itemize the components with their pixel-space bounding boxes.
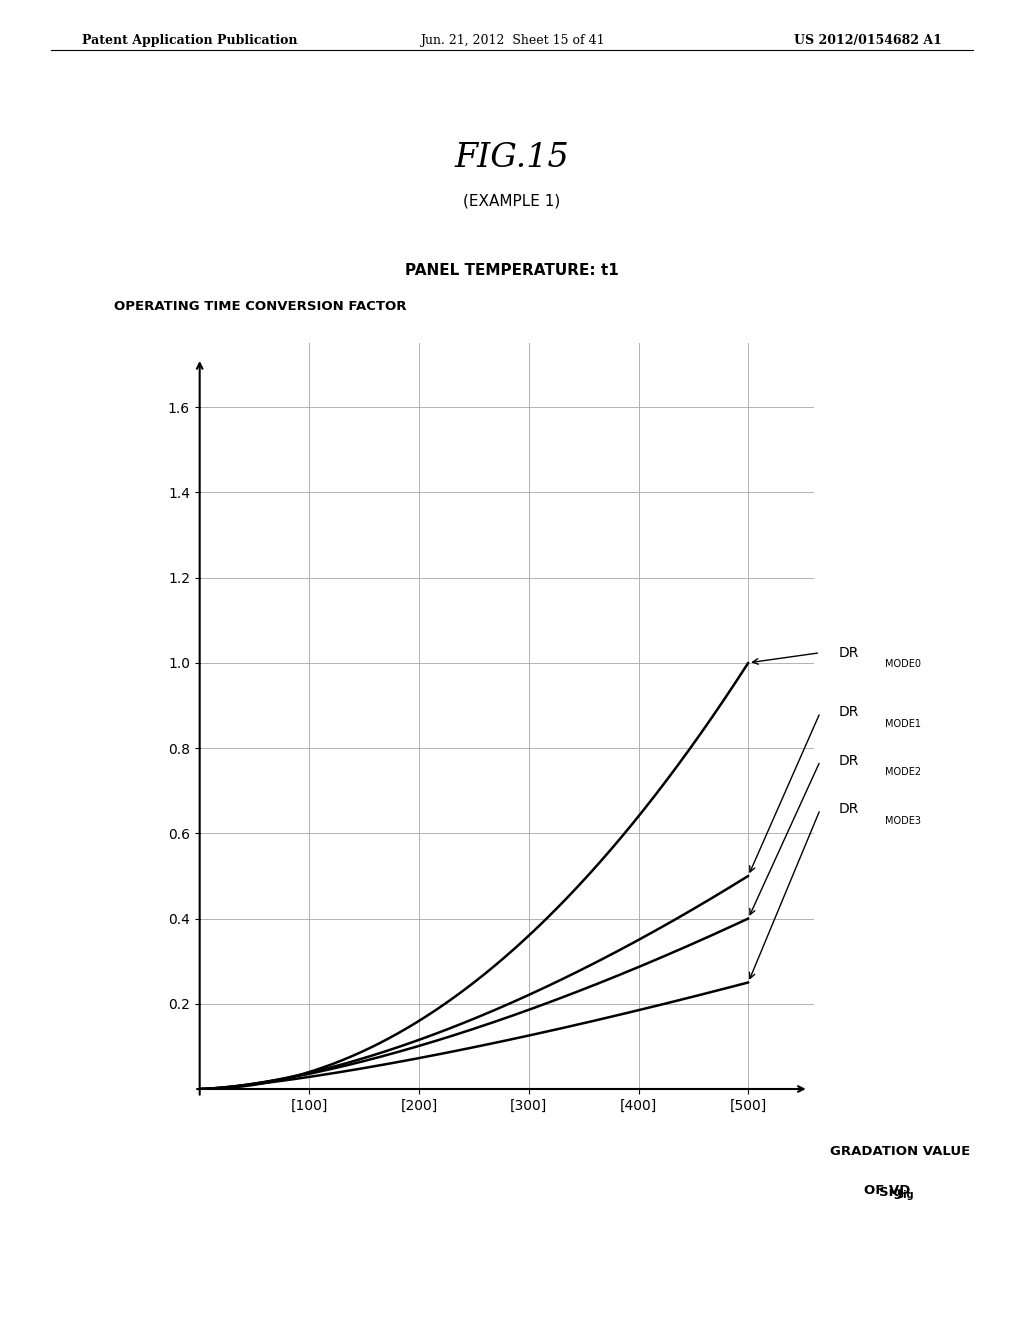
Text: Sig: Sig	[879, 1185, 902, 1199]
Text: US 2012/0154682 A1: US 2012/0154682 A1	[795, 34, 942, 48]
Text: DR: DR	[839, 645, 859, 660]
Text: Jun. 21, 2012  Sheet 15 of 41: Jun. 21, 2012 Sheet 15 of 41	[420, 34, 604, 48]
Text: MODE1: MODE1	[885, 718, 921, 729]
Text: Patent Application Publication: Patent Application Publication	[82, 34, 297, 48]
Text: Sig: Sig	[896, 1189, 914, 1200]
Text: MODE0: MODE0	[885, 659, 921, 669]
Text: OPERATING TIME CONVERSION FACTOR: OPERATING TIME CONVERSION FACTOR	[114, 301, 407, 313]
Text: FIG.15: FIG.15	[455, 143, 569, 174]
Text: DR: DR	[839, 705, 859, 719]
Text: MODE2: MODE2	[885, 767, 921, 777]
Text: OF VD: OF VD	[864, 1184, 910, 1197]
Text: DR: DR	[839, 754, 859, 768]
Text: GRADATION VALUE: GRADATION VALUE	[830, 1144, 970, 1158]
Text: MODE3: MODE3	[885, 816, 921, 825]
Text: PANEL TEMPERATURE: t1: PANEL TEMPERATURE: t1	[406, 263, 618, 279]
Text: (EXAMPLE 1): (EXAMPLE 1)	[464, 193, 560, 209]
Text: DR: DR	[839, 803, 859, 816]
